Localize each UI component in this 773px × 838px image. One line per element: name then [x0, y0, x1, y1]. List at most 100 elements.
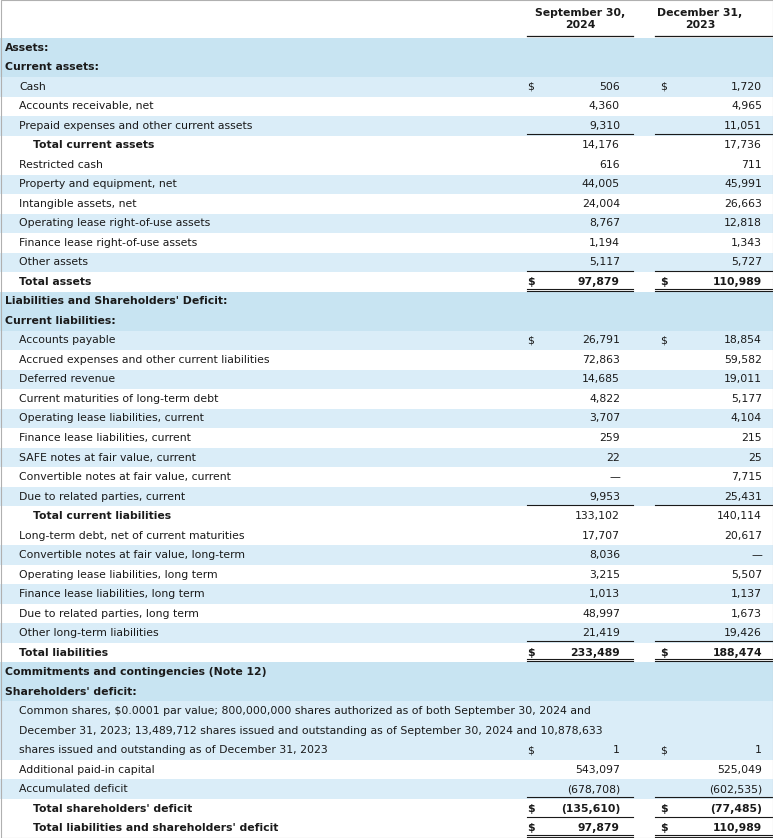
- Text: $: $: [660, 823, 668, 833]
- Bar: [0, 682, 773, 701]
- Bar: [0, 409, 773, 428]
- Bar: [0, 487, 773, 506]
- Text: —: —: [751, 550, 762, 560]
- Text: 48,997: 48,997: [582, 608, 620, 618]
- Text: 1,194: 1,194: [589, 238, 620, 248]
- Text: Long-term debt, net of current maturities: Long-term debt, net of current maturitie…: [19, 530, 244, 541]
- Text: SAFE notes at fair value, current: SAFE notes at fair value, current: [19, 453, 196, 463]
- Text: Restricted cash: Restricted cash: [19, 160, 103, 170]
- Text: Cash: Cash: [19, 82, 46, 92]
- Text: (135,610): (135,610): [560, 804, 620, 814]
- Bar: [0, 565, 773, 584]
- Text: 1,343: 1,343: [731, 238, 762, 248]
- Text: 215: 215: [741, 433, 762, 443]
- Text: $: $: [660, 648, 668, 658]
- Text: shares issued and outstanding as of December 31, 2023: shares issued and outstanding as of Dece…: [19, 745, 328, 755]
- Text: September 30,: September 30,: [535, 8, 625, 18]
- Bar: [0, 194, 773, 214]
- Text: 72,863: 72,863: [582, 355, 620, 365]
- Bar: [0, 58, 773, 77]
- Text: Liabilities and Shareholders' Deficit:: Liabilities and Shareholders' Deficit:: [5, 297, 227, 307]
- Bar: [0, 136, 773, 155]
- Text: Other assets: Other assets: [19, 257, 88, 267]
- Text: $: $: [660, 745, 667, 755]
- Text: $: $: [660, 335, 667, 345]
- Text: Total liabilities: Total liabilities: [19, 648, 108, 658]
- Text: 17,736: 17,736: [724, 140, 762, 150]
- Text: 8,036: 8,036: [589, 550, 620, 560]
- Bar: [0, 799, 773, 819]
- Text: 4,360: 4,360: [589, 101, 620, 111]
- Text: Intangible assets, net: Intangible assets, net: [19, 199, 137, 209]
- Text: 711: 711: [741, 160, 762, 170]
- Bar: [0, 116, 773, 136]
- Bar: [0, 38, 773, 58]
- Text: 21,419: 21,419: [582, 628, 620, 638]
- Text: (678,708): (678,708): [567, 784, 620, 794]
- Text: 233,489: 233,489: [570, 648, 620, 658]
- Text: 5,177: 5,177: [731, 394, 762, 404]
- Text: Accounts payable: Accounts payable: [19, 335, 115, 345]
- Bar: [0, 447, 773, 468]
- Text: 14,685: 14,685: [582, 375, 620, 385]
- Text: 25,431: 25,431: [724, 492, 762, 501]
- Text: Commitments and contingencies (Note 12): Commitments and contingencies (Note 12): [5, 667, 267, 677]
- Bar: [0, 174, 773, 194]
- Text: 5,507: 5,507: [731, 570, 762, 580]
- Text: 5,117: 5,117: [589, 257, 620, 267]
- Text: 525,049: 525,049: [717, 765, 762, 774]
- Bar: [0, 741, 773, 760]
- Bar: [0, 272, 773, 292]
- Bar: [0, 389, 773, 409]
- Text: 24,004: 24,004: [582, 199, 620, 209]
- Text: Total assets: Total assets: [19, 277, 91, 287]
- Bar: [0, 214, 773, 233]
- Text: Property and equipment, net: Property and equipment, net: [19, 179, 177, 189]
- Text: $: $: [527, 277, 535, 287]
- Text: 543,097: 543,097: [575, 765, 620, 774]
- Text: 20,617: 20,617: [724, 530, 762, 541]
- Text: 1,137: 1,137: [731, 589, 762, 599]
- Text: December 31,: December 31,: [657, 8, 743, 18]
- Text: 110,989: 110,989: [713, 823, 762, 833]
- Text: 2023: 2023: [685, 20, 715, 30]
- Text: Finance lease right-of-use assets: Finance lease right-of-use assets: [19, 238, 197, 248]
- Text: 8,767: 8,767: [589, 219, 620, 229]
- Text: December 31, 2023; 13,489,712 shares issued and outstanding as of September 30, : December 31, 2023; 13,489,712 shares iss…: [19, 726, 603, 736]
- Text: Accrued expenses and other current liabilities: Accrued expenses and other current liabi…: [19, 355, 270, 365]
- Text: 59,582: 59,582: [724, 355, 762, 365]
- Bar: [0, 468, 773, 487]
- Text: $: $: [660, 277, 668, 287]
- Text: 97,879: 97,879: [578, 277, 620, 287]
- Text: Assets:: Assets:: [5, 43, 49, 53]
- Text: Additional paid-in capital: Additional paid-in capital: [19, 765, 155, 774]
- Text: $: $: [527, 823, 535, 833]
- Text: Due to related parties, long term: Due to related parties, long term: [19, 608, 199, 618]
- Text: 9,953: 9,953: [589, 492, 620, 501]
- Text: Operating lease right-of-use assets: Operating lease right-of-use assets: [19, 219, 210, 229]
- Bar: [0, 662, 773, 682]
- Text: 1,013: 1,013: [589, 589, 620, 599]
- Text: 3,707: 3,707: [589, 413, 620, 423]
- Bar: [0, 311, 773, 331]
- Text: 2024: 2024: [565, 20, 595, 30]
- Text: $: $: [660, 82, 667, 92]
- Text: (77,485): (77,485): [710, 804, 762, 814]
- Text: 1: 1: [613, 745, 620, 755]
- Bar: [0, 643, 773, 662]
- Text: Accumulated deficit: Accumulated deficit: [19, 784, 128, 794]
- Text: Finance lease liabilities, current: Finance lease liabilities, current: [19, 433, 191, 443]
- Text: Current maturities of long-term debt: Current maturities of long-term debt: [19, 394, 219, 404]
- Text: Current assets:: Current assets:: [5, 62, 99, 72]
- Bar: [0, 584, 773, 604]
- Text: (602,535): (602,535): [709, 784, 762, 794]
- Text: 11,051: 11,051: [724, 121, 762, 131]
- Text: Total current assets: Total current assets: [33, 140, 155, 150]
- Text: 1: 1: [755, 745, 762, 755]
- Bar: [0, 252, 773, 272]
- Text: Operating lease liabilities, current: Operating lease liabilities, current: [19, 413, 204, 423]
- Bar: [0, 546, 773, 565]
- Text: 44,005: 44,005: [582, 179, 620, 189]
- Text: 4,104: 4,104: [731, 413, 762, 423]
- Bar: [0, 701, 773, 721]
